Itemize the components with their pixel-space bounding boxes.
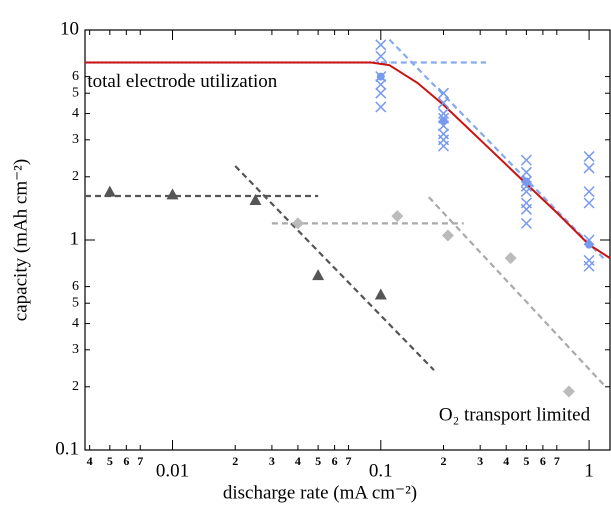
point — [520, 217, 532, 229]
point — [520, 166, 532, 178]
point — [375, 39, 387, 51]
point — [437, 97, 450, 109]
y-tick-label: 10 — [60, 18, 79, 39]
point — [391, 210, 404, 223]
x-tick-label: 5 — [315, 454, 321, 468]
point — [583, 260, 595, 272]
plot-frame — [84, 29, 611, 451]
x-tick-label: 1 — [584, 460, 594, 481]
x-tick-label: 7 — [346, 454, 352, 468]
point — [437, 87, 450, 99]
x-tick-label: 4 — [295, 454, 301, 468]
y-axis-label: capacity (mAh cm⁻²) — [10, 159, 31, 321]
y-tick-label: 4 — [72, 106, 79, 121]
y-tick-label: 3 — [72, 132, 79, 147]
annotation: total electrode utilization — [87, 71, 277, 92]
point — [375, 50, 387, 62]
y-tick-label: 1 — [70, 228, 80, 249]
point — [439, 116, 448, 125]
point — [562, 385, 575, 398]
y-tick-label: 6 — [72, 279, 79, 294]
point — [375, 78, 387, 91]
y-tick-label: 3 — [72, 342, 79, 357]
point — [375, 101, 387, 113]
x-tick-label: 4 — [87, 454, 93, 468]
point — [437, 140, 450, 152]
line — [85, 61, 611, 259]
x-tick-label: 2 — [441, 454, 447, 468]
x-tick-label: 4 — [503, 454, 509, 468]
point — [583, 197, 595, 209]
y-tick-label: 0.1 — [55, 438, 79, 459]
x-tick-label: 6 — [123, 454, 129, 468]
point — [583, 254, 595, 266]
annotation: O₂ transport limited — [439, 404, 591, 425]
x-tick-label: 7 — [554, 454, 560, 468]
point — [103, 185, 116, 197]
x-tick-label: 3 — [477, 454, 483, 468]
x-tick-label: 5 — [523, 454, 529, 468]
x-axis-label: discharge rate (mA cm⁻²) — [223, 482, 417, 503]
point — [437, 108, 450, 120]
point — [291, 217, 304, 230]
x-tick-label: 5 — [107, 454, 113, 468]
point — [583, 162, 595, 174]
point — [437, 128, 450, 140]
x-tick-label: 0.01 — [156, 460, 189, 481]
y-tick-label: 4 — [72, 316, 79, 331]
y-tick-label: 5 — [72, 85, 79, 100]
point — [249, 194, 262, 206]
point — [583, 150, 595, 162]
point — [376, 72, 385, 81]
point — [520, 154, 532, 166]
point — [375, 87, 387, 99]
point — [583, 186, 595, 198]
point — [585, 240, 594, 249]
line — [388, 38, 607, 262]
x-tick-label: 3 — [269, 454, 275, 468]
y-tick-label: 5 — [72, 295, 79, 310]
y-tick-label: 2 — [72, 169, 79, 184]
point — [312, 269, 325, 281]
x-tick-label: 6 — [540, 454, 546, 468]
x-tick-label: 2 — [232, 454, 238, 468]
line — [234, 165, 435, 371]
y-tick-label: 2 — [72, 379, 79, 394]
point — [441, 229, 454, 242]
line — [428, 196, 607, 388]
point — [520, 203, 532, 215]
point — [522, 177, 531, 186]
y-tick-label: 6 — [72, 69, 79, 84]
point — [166, 188, 179, 200]
point — [520, 186, 532, 198]
point — [374, 288, 387, 300]
x-tick-label: 6 — [332, 454, 338, 468]
x-tick-label: 0.1 — [369, 460, 393, 481]
x-tick-label: 7 — [137, 454, 143, 468]
point — [504, 252, 517, 265]
